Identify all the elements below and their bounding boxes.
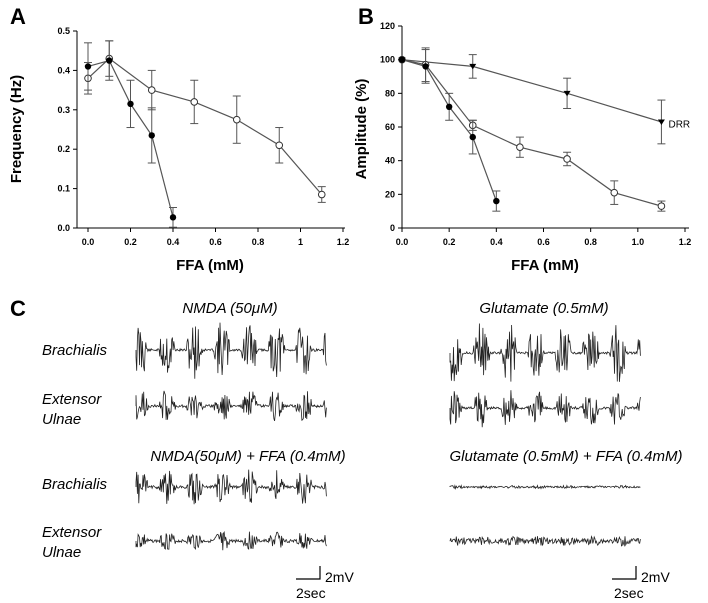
chart-a-xlabel: FFA (mM) <box>176 257 244 274</box>
chart-b: 0 20 40 60 80 100 120 0.0 0.2 0.4 0.6 0.8 1.0 1.2 DR… <box>353 21 691 274</box>
data-point-filled <box>106 57 113 64</box>
chart-a-xtick-label: 0.6 <box>209 237 222 247</box>
series-line-open <box>401 59 662 207</box>
data-point-open <box>232 115 241 124</box>
chart-b-ytick-label: 20 <box>385 189 395 199</box>
scale-bar-right-time: 2sec <box>614 585 644 601</box>
chart-a-xtick-label: 1 <box>298 237 303 247</box>
muscle-label-brachialis: Brachialis <box>42 342 108 359</box>
data-point-open <box>147 86 156 94</box>
data-point-open <box>275 141 284 150</box>
chart-b-xtick-label: 0.6 <box>537 237 550 247</box>
chart-b-ytick-label: 40 <box>385 156 395 166</box>
chart-a-xtick-label: 1.2 <box>337 237 350 247</box>
chart-a: 0.0 0.1 0.2 0.3 0.4 0.5 0.0 0.2 0.4 0.6 0.8 1 1.2 F… <box>8 26 349 274</box>
panel-label-a: A <box>10 4 26 29</box>
chart-a-ytick-label: 0.4 <box>57 65 70 75</box>
condition-glutamate-ffa: Glutamate (0.5mM) + FFA (0.4mM) <box>450 448 683 465</box>
chart-b-ytick-label: 80 <box>385 88 395 98</box>
chart-a-xtick-label: 0.8 <box>252 237 265 247</box>
chart-b-ytick-label: 60 <box>385 122 395 132</box>
data-point-filled <box>493 197 500 205</box>
series-line-filled <box>401 59 497 202</box>
chart-b-yticks: 0 20 40 60 80 100 120 <box>380 21 402 233</box>
trace-glutamate-extensor <box>449 390 641 428</box>
series-line-DRR <box>401 59 662 123</box>
muscle-label-ulnae: Ulnae <box>42 411 81 428</box>
chart-a-xtick-label: 0.0 <box>82 237 95 247</box>
trace-glutamate-brachialis <box>449 323 641 382</box>
chart-a-ytick-label: 0.2 <box>57 144 70 154</box>
chart-a-xtick-label: 0.4 <box>167 237 180 247</box>
panel-label-b: B <box>358 4 374 29</box>
trace-nmda-extensor <box>135 390 327 422</box>
chart-b-xtick-label: 0.0 <box>396 237 409 247</box>
scale-bar-left-time: 2sec <box>296 585 326 601</box>
chart-b-ytick-label: 100 <box>380 55 395 65</box>
trace-nmda-ffa-brachialis <box>135 469 327 505</box>
trace-nmda-brachialis <box>135 322 327 379</box>
chart-b-plot <box>398 47 666 212</box>
chart-b-ylabel: Amplitude (%) <box>353 79 370 180</box>
chart-a-xtick-label: 0.2 <box>124 237 137 247</box>
drr-annotation: DRR <box>668 120 690 131</box>
data-point-filled <box>148 132 155 139</box>
chart-a-ytick-label: 0.1 <box>57 184 70 194</box>
data-point-open <box>610 188 619 197</box>
data-point-filled <box>445 103 453 111</box>
chart-a-xticks: 0.0 0.2 0.4 0.6 0.8 1 1.2 <box>82 228 350 247</box>
muscle-label-ulnae-ffa: Ulnae <box>42 544 81 561</box>
trace-glutamate-ffa-brachialis <box>449 484 641 490</box>
chart-b-xtick-label: 0.8 <box>584 237 597 247</box>
condition-nmda: NMDA (50μM) <box>182 300 277 317</box>
scale-bar-right: 2mV 2sec <box>612 566 670 601</box>
data-point-open <box>563 155 571 163</box>
data-point-triangle <box>563 90 571 97</box>
chart-a-ylabel: Frequency (Hz) <box>8 75 25 183</box>
data-point-triangle <box>469 63 477 70</box>
data-point-filled <box>398 56 406 63</box>
chart-a-ytick-label: 0.3 <box>57 105 70 115</box>
data-point-open <box>317 190 326 199</box>
trace-glutamate-ffa-extensor <box>449 535 641 547</box>
chart-b-xtick-label: 1.2 <box>679 237 692 247</box>
chart-b-xlabel: FFA (mM) <box>511 257 579 274</box>
trace-nmda-ffa-extensor <box>135 531 327 551</box>
data-point-filled <box>169 214 177 221</box>
data-point-open <box>516 143 524 151</box>
chart-b-xtick-label: 0.2 <box>443 237 456 247</box>
chart-b-xtick-label: 0.4 <box>490 237 503 247</box>
chart-b-xtick-label: 1.0 <box>632 237 645 247</box>
scale-bar-right-voltage: 2mV <box>641 569 670 585</box>
chart-b-ytick-label: 0 <box>390 223 395 233</box>
muscle-label-brachialis-ffa: Brachialis <box>42 476 108 493</box>
data-point-open <box>190 98 199 106</box>
scale-bar-left-voltage: 2mV <box>325 569 354 585</box>
muscle-label-extensor-ffa: Extensor <box>42 524 102 541</box>
scale-bar-left-lines <box>296 566 321 580</box>
chart-b-xticks: 0.0 0.2 0.4 0.6 0.8 1.0 1.2 <box>396 228 692 247</box>
data-point-filled <box>127 100 134 108</box>
condition-nmda-ffa: NMDA(50μM) + FFA (0.4mM) <box>150 448 345 465</box>
data-point-triangle <box>657 119 665 125</box>
chart-a-plot <box>84 40 326 228</box>
chart-b-ytick-label: 120 <box>380 21 395 31</box>
data-point-filled <box>422 63 429 70</box>
condition-glutamate: Glutamate (0.5mM) <box>479 300 608 317</box>
data-point-filled <box>469 133 476 141</box>
chart-a-yticks: 0.0 0.1 0.2 0.3 0.4 0.5 <box>57 26 77 233</box>
muscle-label-extensor: Extensor <box>42 391 102 408</box>
data-point-filled <box>84 63 92 70</box>
chart-a-ytick-label: 0.0 <box>57 223 70 233</box>
scale-bar-right-lines <box>612 566 637 580</box>
panel-label-c: C <box>10 296 26 321</box>
series-line-open <box>87 57 323 195</box>
data-point-open <box>657 202 666 210</box>
chart-a-ytick-label: 0.5 <box>57 26 70 36</box>
scale-bar-left: 2mV 2sec <box>296 566 354 601</box>
